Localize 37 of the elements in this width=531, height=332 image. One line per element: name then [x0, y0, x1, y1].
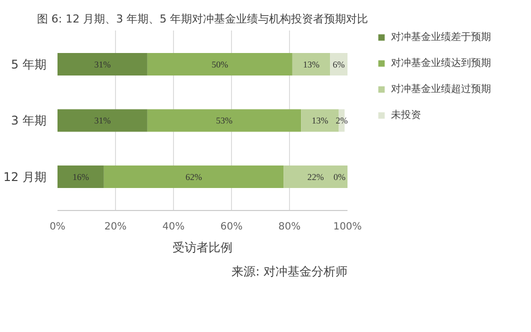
data-label: 22%: [307, 172, 324, 182]
source-note: 来源: 对冲基金分析师: [232, 264, 348, 278]
bar: [147, 109, 302, 132]
bar: [104, 166, 284, 188]
bar: [58, 53, 148, 76]
bar: [292, 53, 330, 76]
data-label: 6%: [332, 59, 346, 70]
data-label: 53%: [216, 116, 233, 126]
data-label: 2%: [336, 116, 348, 126]
x-axis-title: 受访者比例: [172, 240, 232, 254]
legend-label: 对冲基金业绩超过预期: [391, 82, 491, 96]
data-label: 31%: [94, 59, 112, 70]
data-label: 31%: [94, 116, 112, 126]
bar: [58, 166, 104, 188]
data-label: 13%: [303, 59, 320, 70]
x-tick-label: 100%: [333, 222, 362, 232]
y-tick-label: 3 年期: [11, 114, 47, 128]
x-tick-label: 0%: [50, 222, 66, 232]
legend-label: 对冲基金业绩差于预期: [391, 30, 491, 44]
bar: [58, 109, 148, 132]
bar: [330, 53, 348, 76]
data-label: 13%: [312, 116, 329, 126]
x-tick-label: 80%: [278, 222, 301, 232]
data-label: 16%: [72, 172, 90, 182]
legend-label: 未投资: [391, 108, 421, 122]
chart-title: 图 6: 12 月期、3 年期、5 年期对冲基金业绩与机构投资者预期对比: [36, 12, 368, 26]
legend-label: 对冲基金业绩达到预期: [391, 56, 491, 70]
bar: [284, 166, 348, 188]
y-tick-label: 12 月期: [3, 170, 47, 184]
x-tick-label: 20%: [104, 222, 127, 232]
data-label: 62%: [186, 172, 203, 182]
data-label: 0%: [334, 172, 346, 182]
x-tick-label: 60%: [220, 222, 243, 232]
bar: [147, 53, 292, 76]
data-label: 50%: [212, 59, 229, 70]
x-tick-label: 40%: [162, 222, 185, 232]
y-tick-label: 5 年期: [11, 57, 47, 72]
